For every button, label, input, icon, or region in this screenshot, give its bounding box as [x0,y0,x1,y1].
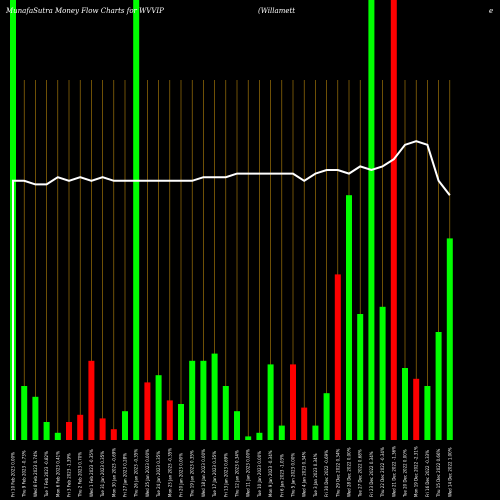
x-tick-label: Mon 9 Jan 2023 -0.34% [268,450,273,497]
bar [424,386,431,440]
tall-bar [390,0,397,440]
chart-title: MunafaSutra Money Flow Charts for WVVIP [5,7,164,15]
bar [21,386,28,440]
x-tick-label: Thu 22 Dec 2022 -0.34% [380,447,385,498]
x-tick-label: Fri 13 Jan 2023 0.69% [223,453,228,497]
x-tick-label: Thu 9 Feb 2023 -0.73% [22,450,27,498]
bar [178,404,184,440]
x-tick-labels: Fri 10 Feb 2023 0.00% Thu 9 Feb 2023 -0.7… [11,446,453,498]
x-tick-label: Fri 27 Jan 2023 0.28% [123,453,128,497]
x-tick-label: Mon 19 Dec 2022 -2.31% [414,446,419,497]
bar [267,364,274,440]
chart-title-far-right: e [489,7,493,15]
x-tick-label: Thu 2 Feb 2023 0.70% [78,452,83,498]
bar [290,364,296,440]
x-tick-label: Tue 7 Feb 2023 -0.82% [44,451,49,498]
x-tick-label: Wed 8 Feb 2023 0.74% [33,450,38,497]
x-tick-label: Thu 15 Dec 2022 0.66% [436,448,441,498]
bar [110,429,117,440]
x-tick-label: Wed 14 Dec 2022 1.00% [447,447,452,497]
bar [413,378,420,440]
x-tick-label: Wed 28 Dec 2022 0.00% [347,447,352,497]
bar [77,414,84,440]
bar [155,375,162,440]
tall-bar [133,0,140,440]
bar [256,432,263,440]
x-tick-label: Fri 10 Feb 2023 0.00% [11,452,16,497]
bar [166,400,173,440]
bar [301,407,308,440]
bar [234,411,240,440]
bar [189,360,196,440]
x-tick-label: Thu 26 Jan 2023 -0.35% [134,449,139,498]
bar [200,360,207,440]
price-line-group [12,140,451,440]
bar [402,368,408,440]
x-tick-label: Tue 24 Jan 2023 0.35% [156,451,161,498]
bar [334,274,341,440]
x-tick-label: Mon 30 Jan 2023 -0.69% [111,448,116,497]
x-tick-label: Wed 4 Jan 2023 0.34% [302,451,307,497]
bar [323,393,330,440]
bar [245,436,252,440]
bar [88,360,95,440]
x-tick-label: Tue 10 Jan 2023 0.00% [257,451,262,498]
x-tick-label: Thu 12 Jan 2023 0.34% [235,450,240,498]
bar [99,418,106,440]
bar [66,422,72,440]
x-tick-label: Tue 31 Jan 2023 0.35% [100,451,105,498]
bar [144,382,151,440]
x-tick-label: Tue 27 Dec 2022 0.68% [358,449,363,498]
x-tick-label: Fri 16 Dec 2022 -0.33% [425,450,430,497]
bar [379,306,386,440]
x-tick-label: Fri 23 Dec 2022 0.34% [369,451,374,497]
bar [43,422,50,440]
bar [211,353,218,440]
x-tick-label: Fri 30 Dec 2022 -0.69% [324,450,329,497]
x-tick-label: Fri 3 Feb 2023 -1.39% [67,453,72,497]
x-tick-label: Tue 17 Jan 2023 0.35% [212,451,217,498]
x-tick-label: Thu 29 Dec 2022 0.34% [335,448,340,498]
bar [435,332,442,440]
x-tick-label: Thu 5 Jan 2023 0.00% [291,453,296,498]
x-tick-label: Wed 18 Jan 2023 0.00% [201,449,206,497]
bar [54,432,61,440]
bar [312,425,319,440]
x-tick-label: Wed 11 Jan 2023 0.00% [246,449,251,497]
bar [346,195,352,440]
x-tick-label: Wed 25 Jan 2023 0.00% [145,449,150,497]
x-tick-label: Fri 6 Jan 2023 -1.03% [279,454,284,497]
x-tick-label: Wed 21 Dec 2022 -1.36% [391,446,396,497]
x-tick-label: Fri 20 Jan 2023 0.00% [179,453,184,497]
bar [446,238,453,440]
x-tick-label: Mon 6 Feb 2023 0.41% [55,451,60,497]
tall-bar [368,0,375,440]
x-tick-label: Mon 23 Jan 2023 -0.35% [167,448,172,497]
x-tick-label: Tue 20 Dec 2022 0.00% [403,449,408,498]
bar [222,386,229,440]
x-tick-label: Thu 19 Jan 2023 0.35% [190,450,195,498]
bar [278,425,285,440]
bar [32,396,39,440]
price-line [12,140,451,440]
bar [357,314,364,440]
x-tick-label: Tue 3 Jan 2023 0.34% [313,453,318,498]
x-tick-label: Wed 1 Feb 2023 -0.35% [89,449,94,497]
chart-title-right: (Willamett [258,7,295,15]
bar [122,411,128,440]
